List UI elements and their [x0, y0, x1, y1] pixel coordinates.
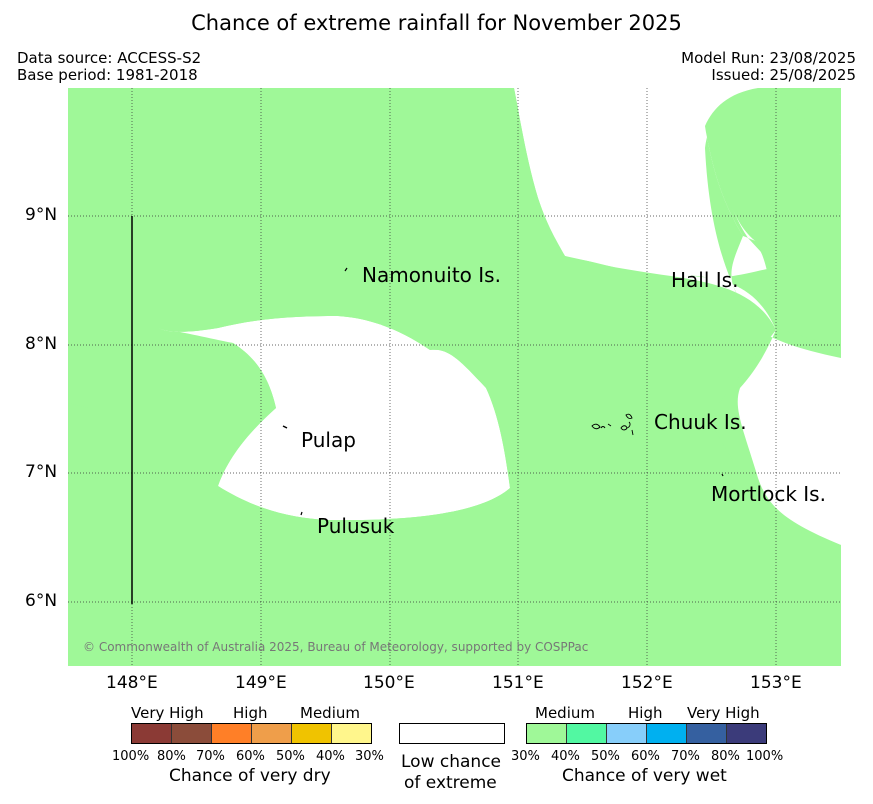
- wet-swatch-1: [527, 724, 567, 743]
- map-panel[interactable]: [68, 88, 841, 666]
- wet-tick-30: 30%: [511, 749, 540, 764]
- place-label-pulap: Pulap: [301, 428, 356, 452]
- place-label-mortlock: Mortlock Is.: [711, 482, 826, 506]
- wet-tick-40: 40%: [551, 749, 580, 764]
- dry-swatch-4: [252, 724, 292, 743]
- wet-legend-caption: Chance of very wet: [562, 766, 727, 786]
- wet-swatch-5: [687, 724, 727, 743]
- lon-label-150e: 150°E: [363, 673, 415, 693]
- lat-label-7n: 7°N: [25, 462, 58, 482]
- dry-tick-70: 70%: [196, 749, 225, 764]
- lat-label-6n: 6°N: [25, 591, 58, 611]
- base-period-label: Base period: 1981-2018: [17, 66, 198, 84]
- wet-legend-colorbar: [526, 723, 767, 744]
- wet-swatch-3: [607, 724, 647, 743]
- wet-region-northeast-lobe: [705, 88, 841, 270]
- dry-legend-caption: Chance of very dry: [169, 766, 331, 786]
- lat-label-9n: 9°N: [25, 205, 58, 225]
- pulusuk-island-mark: [300, 511, 303, 516]
- lon-label-153e: 153°E: [750, 673, 802, 693]
- low-chance-swatch: [399, 723, 505, 744]
- mortlock-island-mark: [721, 473, 724, 477]
- place-label-namonuito: Namonuito Is.: [362, 263, 501, 287]
- low-legend-caption-line1: Low chance: [401, 752, 501, 772]
- pulap-island-mark: [282, 425, 288, 429]
- wet-tick-60: 60%: [631, 749, 660, 764]
- map-title: Chance of extreme rainfall for November …: [191, 11, 682, 35]
- dry-legend-cat-high: High: [233, 704, 268, 722]
- dry-legend-colorbar: [131, 723, 372, 744]
- issued-label: Issued: 25/08/2025: [711, 66, 856, 84]
- dry-swatch-5: [292, 724, 332, 743]
- dry-tick-40: 40%: [316, 749, 345, 764]
- dry-tick-30: 30%: [355, 749, 384, 764]
- wet-northeast-strip: [514, 88, 841, 348]
- dry-swatch-6: [332, 724, 371, 743]
- chuuk-island-mark: [591, 413, 634, 436]
- low-chance-region-east: [514, 88, 841, 545]
- wet-swatch-6: [727, 724, 766, 743]
- lon-label-148e: 148°E: [106, 673, 158, 693]
- dry-legend-cat-medium: Medium: [300, 704, 360, 722]
- namonuito-island-mark: [344, 267, 348, 272]
- map-canvas: [68, 88, 841, 666]
- model-run-label: Model Run: 23/08/2025: [681, 49, 856, 67]
- dry-legend-cat-very-high: Very High: [131, 704, 204, 722]
- wet-legend-cat-high: High: [628, 704, 663, 722]
- wet-legend-cat-very-high: Very High: [687, 704, 760, 722]
- data-source-label: Data source: ACCESS-S2: [17, 49, 202, 67]
- wet-tick-100: 100%: [746, 749, 784, 764]
- dry-tick-100: 100%: [112, 749, 150, 764]
- wet-swatch-2: [567, 724, 607, 743]
- dry-swatch-2: [172, 724, 212, 743]
- wet-legend-cat-medium: Medium: [535, 704, 595, 722]
- lat-label-8n: 8°N: [25, 334, 58, 354]
- lon-label-149e: 149°E: [235, 673, 287, 693]
- wet-tick-70: 70%: [671, 749, 700, 764]
- place-label-pulusuk: Pulusuk: [317, 514, 395, 538]
- copyright-notice: © Commonwealth of Australia 2025, Bureau…: [83, 640, 589, 654]
- lon-label-151e: 151°E: [492, 673, 544, 693]
- low-legend-caption-line2: of extreme: [404, 773, 497, 793]
- place-label-chuuk: Chuuk Is.: [654, 410, 747, 434]
- wet-tick-80: 80%: [711, 749, 740, 764]
- wet-swatch-4: [647, 724, 687, 743]
- dry-swatch-3: [212, 724, 252, 743]
- low-chance-region-central: [158, 316, 510, 521]
- place-label-hall: Hall Is.: [671, 268, 739, 292]
- dry-tick-60: 60%: [236, 749, 265, 764]
- wet-tick-50: 50%: [591, 749, 620, 764]
- lon-label-152e: 152°E: [621, 673, 673, 693]
- dry-tick-50: 50%: [276, 749, 305, 764]
- dry-tick-80: 80%: [157, 749, 186, 764]
- dry-swatch-1: [132, 724, 172, 743]
